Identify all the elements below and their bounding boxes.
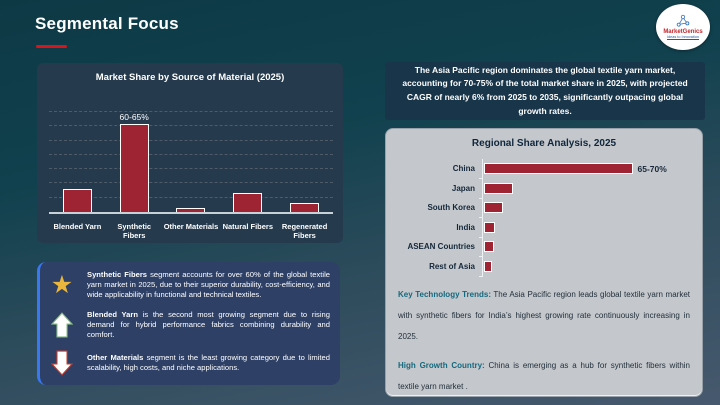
x-axis-label: Regenerated Fibers [281,222,328,240]
x-axis-label: Synthetic Fibers [117,222,152,240]
regional-panel: Regional Share Analysis, 2025 China 65-70… [385,128,703,397]
up-arrow-icon [51,312,73,338]
page-title: Segmental Focus [35,14,179,33]
bar-column [49,112,106,212]
title-underline [36,45,67,48]
brand-logo: MarketGenics Ideas to Innovation [656,4,710,50]
material-share-panel: Market Share by Source of Material (2025… [37,63,343,243]
bar-blended-yarn [62,189,92,212]
bar-track [479,237,688,257]
regional-row: India [396,217,688,237]
bar-value-label: 60-65% [119,112,149,122]
bar-india [484,221,495,233]
bar-japan [484,182,513,194]
growth-text: China is emerging as a hub for synthetic… [398,361,690,392]
region-label: Japan [451,183,475,193]
region-label: Rest of Asia [429,261,475,271]
insight-blended-yarn: Blended Yarn is the second most growing … [44,310,330,340]
bar-track [479,256,688,276]
material-chart-axis-labels: Blended Yarn Synthetic Fibers Other Materi… [49,220,333,240]
bar-track [479,217,688,237]
bar-column [163,112,220,212]
insight-body: is the second most growing segment due t… [87,310,330,340]
insight-body: segment accounts for over 60% of the glo… [87,270,331,300]
bar-track: 65-70% [479,159,688,179]
gridline [49,168,333,170]
bar-other-materials [176,207,206,212]
gridline [49,153,333,155]
region-label: South Korea [427,203,475,213]
molecule-icon [676,14,690,27]
region-label: China [452,164,475,174]
regional-chart: China 65-70% Japan South Korea India ASEAN Co… [396,159,688,276]
material-chart-plot: 60-65% [49,111,333,214]
gridline [49,125,333,127]
brand-name: MarketGenics [663,28,703,35]
insight-other-materials: Other Materials segment is the least gro… [44,350,330,376]
gridline [49,111,333,112]
region-label: ASEAN Countries [407,242,475,252]
star-icon: ★ [50,270,74,299]
regional-row: China 65-70% [396,159,688,179]
x-axis-label: Blended Yarn [53,222,102,231]
insight-lead: Blended Yarn [87,310,138,319]
regional-chart-title: Regional Share Analysis, 2025 [471,138,617,149]
apac-highlight-box: The Asia Pacific region dominates the gl… [385,62,705,120]
bar-asean-countries [484,241,494,253]
insight-body: segment is the least growing category du… [87,352,330,372]
bar-regenerated-fibers [290,203,320,212]
regional-row: Japan [396,178,688,198]
trends-text: The Asia Pacific region leads global tex… [398,290,691,341]
bar-track [479,178,688,198]
bar-south-korea [484,202,503,214]
insight-lead: Other Materials [87,352,144,362]
region-label: India [456,222,475,232]
bar-column [219,112,276,212]
gridline [49,196,333,198]
bar-rest-of-asia [484,260,492,272]
trends-label: Key Technology Trends: [398,290,491,299]
key-technology-trends: Key Technology Trends: The Asia Pacific … [398,285,690,347]
x-axis-label: Other Materials [163,222,219,231]
insight-lead: Synthetic Fibers [87,270,148,279]
bar-natural-fibers [233,193,263,212]
bar-column: 60-65% [106,112,163,212]
insights-panel: ★ Synthetic Fibers segment accounts for … [37,262,340,385]
high-growth-country: High Growth Country: China is emerging a… [398,356,690,398]
brand-tagline: Ideas to Innovation [666,34,700,41]
bar-track [479,198,688,218]
gridline [49,182,333,184]
gridline [49,139,333,141]
x-axis-label: Natural Fibers [222,222,273,231]
apac-highlight-text: The Asia Pacific region dominates the gl… [402,64,688,116]
growth-label: High Growth Country: [398,361,485,371]
bar-china [484,163,633,175]
bar-column [276,112,333,212]
regional-row: ASEAN Countries [396,237,688,257]
down-arrow-icon [51,350,73,376]
bar-value-label: 65-70% [637,163,667,174]
regional-row: Rest of Asia [396,256,688,276]
material-chart-title: Market Share by Source of Material (2025… [95,72,285,83]
bar-synthetic-fibers [119,124,149,212]
insight-synthetic-fibers: ★ Synthetic Fibers segment accounts for … [44,270,330,300]
regional-row: South Korea [396,198,688,218]
